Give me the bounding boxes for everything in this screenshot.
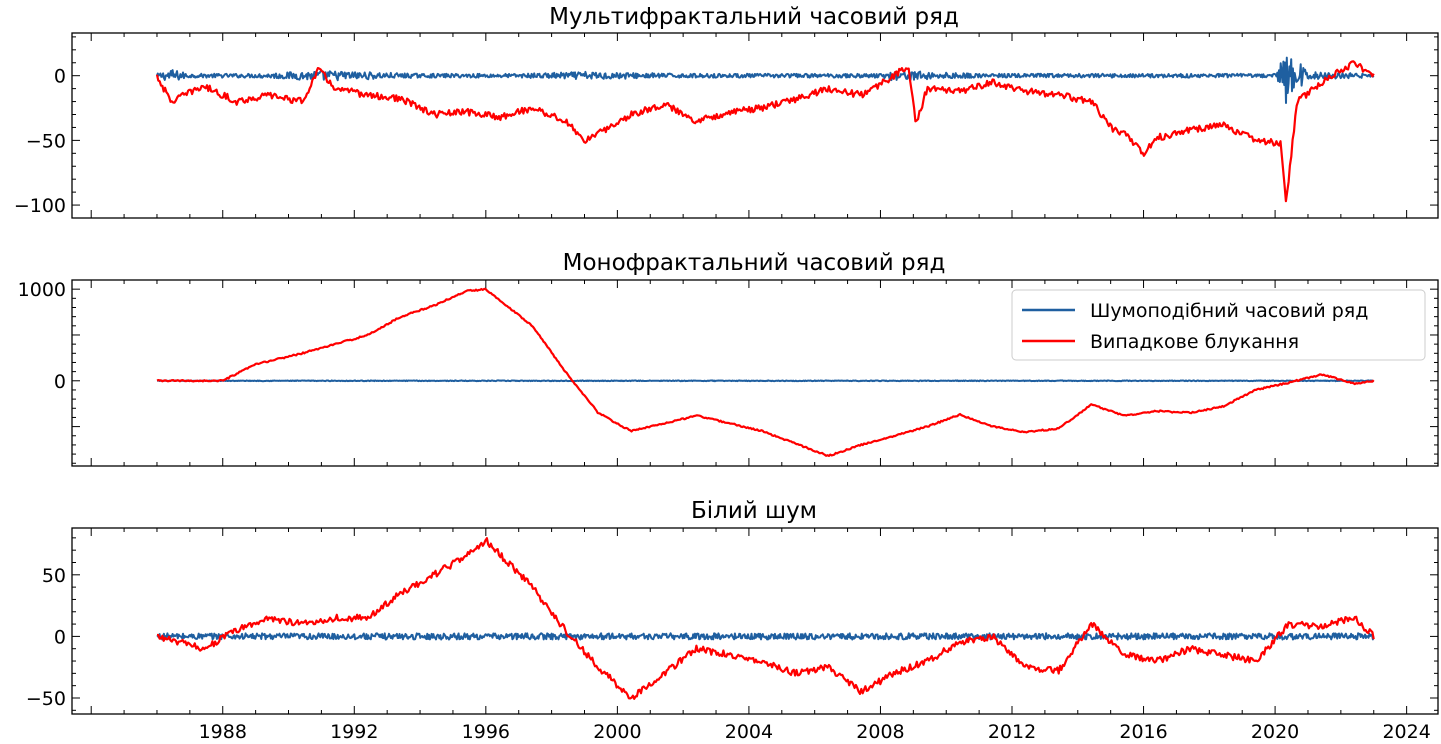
x-tick-label: 2004 xyxy=(725,721,773,743)
x-tick-label: 2012 xyxy=(988,721,1036,743)
y-tick-label: −50 xyxy=(26,688,66,710)
axis-ticks-white-noise: 50 0 −50 1988 1992 1996 2000 2004 2008 2012 2016 20… xyxy=(26,528,1438,743)
axis-ticks-monofractal: 1000 0 xyxy=(18,279,1438,466)
y-tick-label: 50 xyxy=(42,565,66,587)
plot-area-white-noise xyxy=(156,537,1375,700)
axes-frame-white-noise xyxy=(71,527,1439,715)
series-group xyxy=(155,56,1375,203)
x-tick-label: 2008 xyxy=(856,721,904,743)
panel-title-white-noise: Білий шум xyxy=(691,498,817,524)
y-tick-label: 1000 xyxy=(18,279,66,301)
y-tick-label: −50 xyxy=(26,130,66,152)
series-line-noise xyxy=(156,632,1375,641)
panel-multifractal: Мультифрактальний часовий ряд 0 −50 −100 xyxy=(14,4,1439,219)
series-line-random-walk xyxy=(157,537,1375,700)
x-tick-label: 1988 xyxy=(199,721,247,743)
axes-frame-monofractal xyxy=(71,279,1439,467)
series-line-random-walk xyxy=(156,287,1375,457)
y-tick-label: −100 xyxy=(14,195,66,217)
series-line-noise xyxy=(156,379,1375,383)
plot-area-monofractal xyxy=(156,287,1375,457)
x-tick-label: 2016 xyxy=(1119,721,1167,743)
panel-title-monofractal: Монофрактальний часовий ряд xyxy=(563,250,946,276)
plot-area-multifractal xyxy=(155,56,1375,203)
series-group xyxy=(156,287,1375,457)
axis-ticks-multifractal: 0 −50 −100 xyxy=(14,33,1438,219)
series-group xyxy=(156,537,1375,700)
axes-frame-multifractal xyxy=(71,32,1439,219)
y-tick-label: 0 xyxy=(54,66,66,88)
legend-box xyxy=(1011,289,1426,361)
series-line-random-walk xyxy=(155,60,1375,203)
x-tick-label: 2020 xyxy=(1251,721,1299,743)
x-tick-label: 2000 xyxy=(593,721,641,743)
y-tick-label: 0 xyxy=(54,371,66,393)
panel-white-noise: Білий шум 50 0 −50 1988 1992 1996 2000 2004 2008… xyxy=(26,498,1439,743)
panel-title-multifractal: Мультифрактальний часовий ряд xyxy=(549,4,959,30)
x-tick-label: 1992 xyxy=(330,721,378,743)
legend: Шумоподібний часовий ряд Випадкове блука… xyxy=(1011,289,1426,361)
panel-monofractal: Монофрактальний часовий ряд 1000 0 Шумопо… xyxy=(18,250,1439,467)
legend-label-walk: Випадкове блукання xyxy=(1090,331,1299,353)
series-line-noise xyxy=(156,56,1375,104)
y-tick-label: 0 xyxy=(54,626,66,648)
x-tick-label: 2024 xyxy=(1382,721,1430,743)
legend-label-noise: Шумоподібний часовий ряд xyxy=(1090,300,1368,322)
x-tick-label: 1996 xyxy=(462,721,510,743)
